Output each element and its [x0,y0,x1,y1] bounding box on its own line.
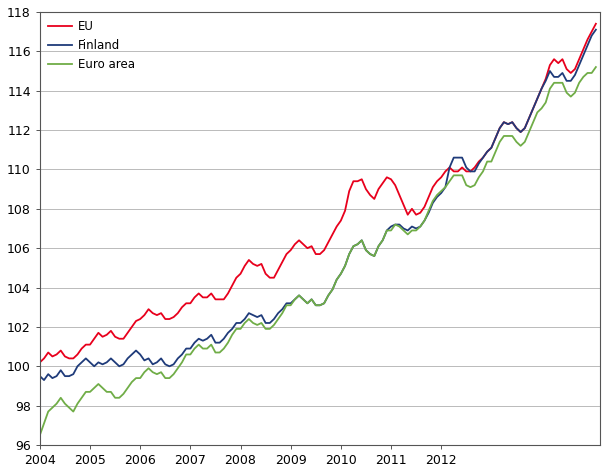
Line: Euro area: Euro area [40,67,596,435]
EU [66,356,73,361]
Euro area [157,369,164,375]
Finland [36,374,44,379]
Euro area [592,64,600,70]
EU [592,21,600,27]
EU [157,310,164,316]
Euro area [174,365,181,371]
Euro area [559,80,566,86]
Finland [592,27,600,33]
EU [36,359,44,365]
Euro area [66,405,73,410]
Finland [41,377,48,383]
Finland [254,314,261,320]
EU [174,310,181,316]
EU [249,261,257,267]
Line: Finland: Finland [40,30,596,380]
Legend: EU, Finland, Euro area: EU, Finland, Euro area [43,16,140,76]
Finland [559,70,566,76]
Finland [563,78,570,84]
Euro area [36,432,44,438]
Finland [161,362,169,367]
Finland [70,371,77,377]
Line: EU: EU [40,24,596,362]
EU [559,56,566,62]
Euro area [555,80,562,86]
EU [555,60,562,66]
Finland [178,352,186,357]
Euro area [249,320,257,326]
